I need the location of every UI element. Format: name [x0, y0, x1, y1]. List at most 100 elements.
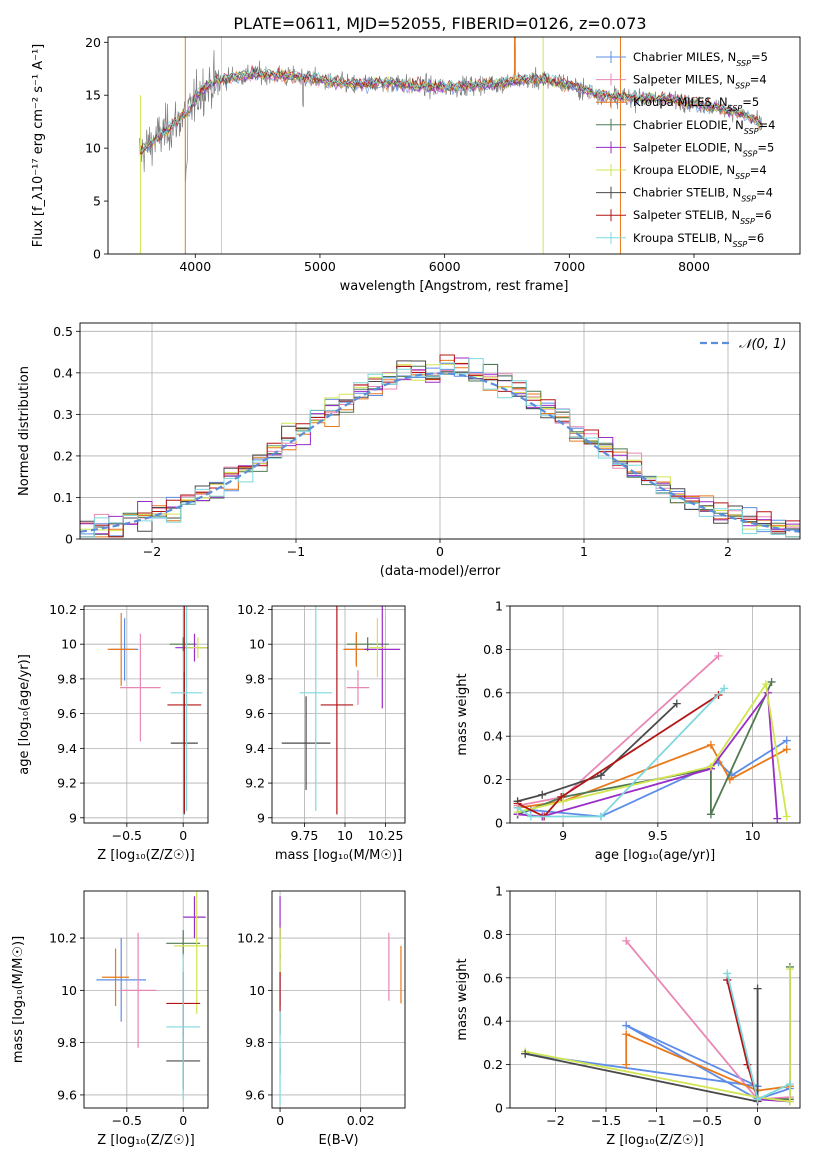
residual-legend: 𝒩(0, 1) [700, 337, 786, 352]
residuals-axes: −2 −1 0 1 2 0 0.1 0.2 0.3 0.4 0.5 (data-model)/erro… [17, 322, 801, 579]
x-tick-label: 0.02 [347, 1113, 375, 1128]
x-tick-label: −2 [546, 1113, 564, 1128]
plus-marker [706, 762, 715, 771]
plus-marker [513, 803, 522, 812]
x-axis-label: E(B-V) [318, 1133, 358, 1148]
plus-marker [714, 651, 723, 660]
plus-marker [720, 684, 729, 693]
y-axis-label: age [log₁₀(age/yr)] [17, 654, 32, 775]
plus-marker [559, 797, 568, 806]
y-tick-label: 0.3 [53, 407, 73, 422]
weight_vs_age-axes: 9 9.5 10 0 0.2 0.4 0.6 0.8 1 age [log₁₀(age/yr)] m… [455, 599, 801, 863]
y-tick-label: 0.2 [483, 772, 503, 787]
plus-marker [622, 1060, 631, 1069]
y-tick-label: 0.8 [483, 927, 503, 942]
axes-frame [83, 605, 209, 824]
y-tick-label: 9.8 [57, 671, 77, 686]
x-tick-label: 10.25 [368, 828, 404, 843]
x-tick-label: −1 [287, 544, 305, 559]
y-tick-label: 0.4 [53, 365, 73, 380]
axes-frame [79, 322, 801, 540]
y-tick-label: 10 [85, 141, 101, 156]
legend-entry: 𝒩(0, 1) [739, 337, 786, 352]
y-tick-label: 0.5 [53, 324, 73, 339]
x-tick-label: −0.5 [112, 1113, 142, 1128]
axes-frame [509, 605, 801, 824]
y-tick-label: 10 [61, 637, 77, 652]
y-axis-label: mass weight [455, 673, 470, 755]
y-tick-label: 9.6 [245, 706, 265, 721]
y-tick-label: 0.4 [483, 729, 503, 744]
plus-marker [526, 812, 535, 821]
plus-marker [538, 790, 547, 799]
x-axis-label: (data-model)/error [380, 564, 501, 579]
y-tick-label: 9.6 [57, 706, 77, 721]
axes-frame [107, 36, 801, 255]
weight-line [517, 655, 720, 807]
y-tick-label: 9.4 [245, 741, 265, 756]
y-tick-label: 9.6 [57, 1087, 77, 1102]
weight-line [517, 681, 773, 816]
plus-marker [761, 680, 770, 689]
weight-line [517, 694, 719, 818]
x-tick-label: −1 [647, 1113, 665, 1128]
x-tick-label: 9.5 [648, 828, 668, 843]
age_vs_Z-axes: −0.5 0 9 9.2 9.4 9.6 9.8 10 10.2 Z [log₁₀(Z/Z☉)] a… [17, 602, 209, 863]
plus-marker [622, 936, 631, 945]
y-tick-label: 10.2 [49, 931, 77, 946]
plus-marker [723, 969, 732, 978]
y-tick-label: 0.2 [483, 1057, 503, 1072]
y-tick-label: 9.8 [245, 1035, 265, 1050]
axes-frame [271, 605, 406, 824]
weight_vs_Z-axes: −2 −1.5 −1 −0.5 0 0 0.2 0.4 0.6 0.8 1 Z [log₁₀(Z/Z☉… [455, 884, 801, 1148]
x-tick-label: −0.5 [692, 1113, 722, 1128]
plus-marker [596, 812, 605, 821]
y-tick-label: 0 [65, 532, 73, 547]
figure-title: PLATE=0611, MJD=52055, FIBERID=0126, z=0… [233, 14, 646, 33]
mass_vs_Z-axes: −0.5 0 9.6 9.8 10 10.2 Z [log₁₀(Z/Z☉)] mass [lo… [11, 890, 209, 1148]
legend-entry: Chabrier ELODIE, NSSP=4 [633, 118, 775, 136]
mass_vs_EBV-axes: 0 0.02 9.6 9.8 10 10.2 E(B-V) [237, 890, 406, 1148]
y-tick-label: 15 [85, 88, 101, 103]
plus-marker [622, 1030, 631, 1039]
x-tick-label: −0.5 [112, 828, 142, 843]
y-tick-label: 9 [257, 810, 265, 825]
x-tick-label: 1 [580, 544, 588, 559]
model-fit-line [140, 66, 763, 155]
legend-entry: Kroupa ELODIE, NSSP=4 [633, 163, 767, 181]
plus-marker [557, 792, 566, 801]
x-tick-label: 5000 [304, 259, 336, 274]
x-tick-label: 2 [724, 544, 732, 559]
y-tick-label: 9.6 [245, 1087, 265, 1102]
y-tick-label: 9.2 [57, 776, 77, 791]
y-tick-label: 9.4 [57, 741, 77, 756]
plus-marker [672, 699, 681, 708]
y-tick-label: 0 [495, 816, 503, 831]
weight-line [517, 702, 678, 803]
x-tick-label: 4000 [179, 259, 211, 274]
residual-histogram [80, 358, 800, 538]
x-tick-label: −1.5 [591, 1113, 621, 1128]
plus-marker [782, 812, 791, 821]
legend-entry: Salpeter STELIB, NSSP=6 [633, 208, 772, 226]
y-tick-label: 10.2 [237, 931, 265, 946]
plus-marker [782, 736, 791, 745]
y-tick-label: 10 [249, 983, 265, 998]
legend-entry: Chabrier STELIB, NSSP=4 [633, 186, 773, 204]
plus-marker [706, 740, 715, 749]
y-tick-label: 0.6 [483, 685, 503, 700]
y-tick-label: 9.2 [245, 776, 265, 791]
spectrum-axes: 4000 5000 6000 7000 8000 0 5 10 15 20 wavelength [… [31, 35, 801, 294]
y-tick-label: 10 [61, 983, 77, 998]
y-axis-label: Normed distribution [17, 366, 32, 496]
weight-line [517, 687, 725, 818]
x-tick-label: −2 [143, 544, 161, 559]
age_vs_mass-axes: 9.75 10 10.25 9 9.2 9.4 9.6 9.8 10 10.2 mass [log₁… [237, 602, 406, 863]
weight-line [525, 988, 759, 1103]
x-tick-label: 0 [179, 828, 187, 843]
y-tick-label: 0 [495, 1101, 503, 1116]
plus-marker [622, 1021, 631, 1030]
legend-entry: Salpeter ELODIE, NSSP=5 [633, 140, 774, 158]
axes-frame [83, 890, 209, 1109]
y-tick-label: 5 [93, 194, 101, 209]
